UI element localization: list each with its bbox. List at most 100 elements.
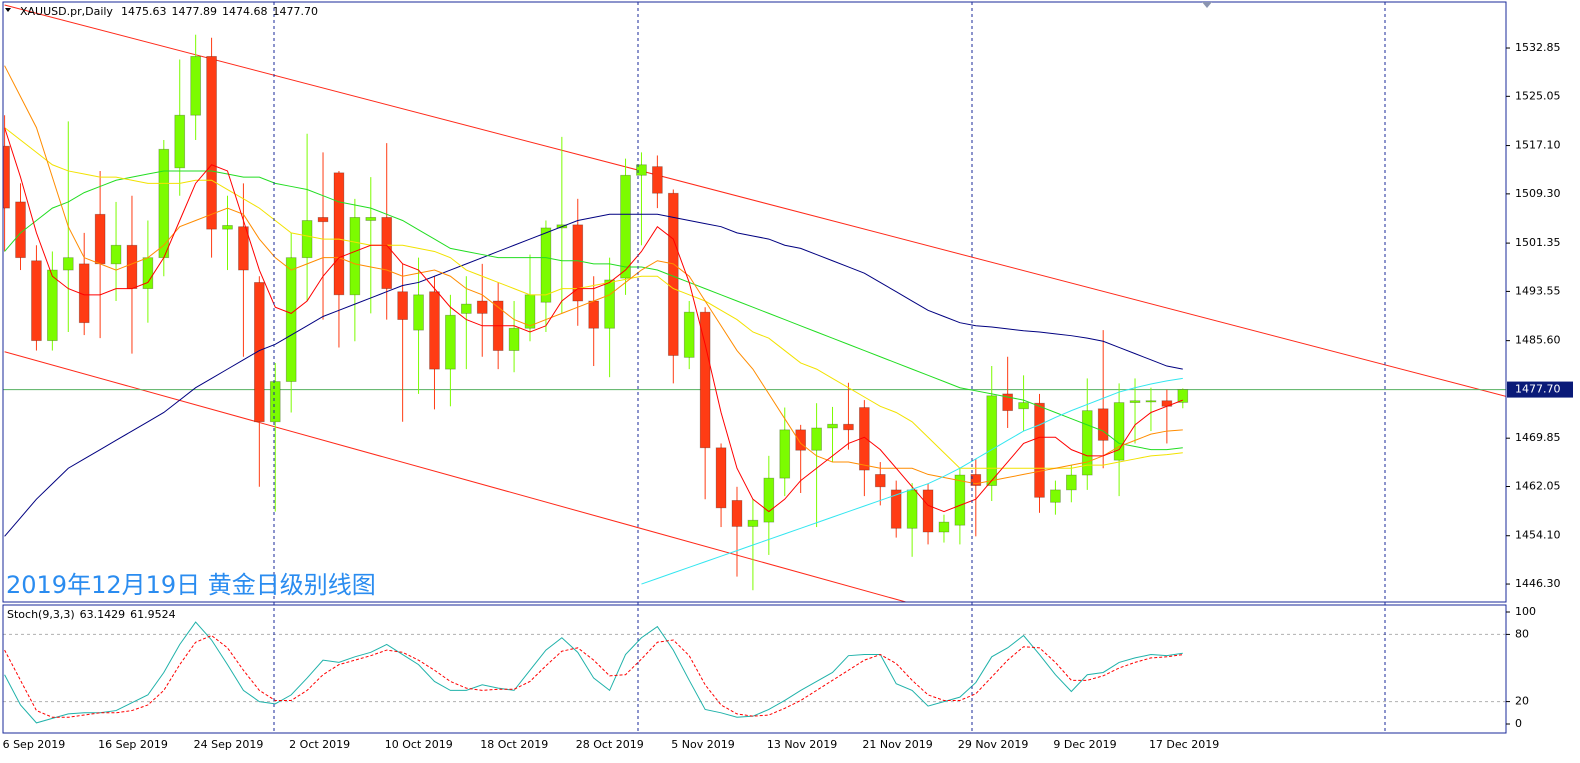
candle-body [397,291,408,320]
x-tick-label: 18 Oct 2019 [480,738,548,751]
x-tick-label: 16 Sep 2019 [98,738,168,751]
candle-body [938,521,950,533]
candle-body [652,166,663,194]
x-tick-label: 21 Nov 2019 [862,738,932,751]
axes: 1532.85 1525.05 1517.10 1509.30 1501.35 1493.… [3,41,1573,751]
candle-body [1097,408,1109,441]
candle-body [636,164,647,176]
chart-header: XAUUSD.pr,Daily 1475.63 1477.89 1474.68 1477… [20,5,318,18]
stoch-title: Stoch(9,3,3) [7,608,75,621]
candle-body [986,395,998,486]
candle-body [795,429,807,451]
candle-body [1066,474,1077,491]
candle-body [747,519,759,527]
candle-body [126,244,138,290]
candle-body [285,257,297,382]
candle-body [1002,393,1013,412]
main-frame [2,1,1507,603]
candle-body [1081,410,1093,476]
x-tick-label: 17 Dec 2019 [1149,738,1219,751]
moving-average-line [4,127,1183,469]
candle-body [683,311,695,358]
candle-body [269,381,281,423]
candle-body [174,114,186,169]
header-low: 1474.68 [222,5,268,18]
candle-body [763,477,775,523]
y-tick-label: 1454.10 [1515,529,1561,542]
candle-body [906,489,918,529]
stoch-line [4,634,1183,718]
candle-body [413,294,424,331]
stoch-plot [3,621,1506,724]
stoch-line [4,621,1183,724]
y-tick-label: 80 [1515,627,1529,640]
x-tick-label: 24 Sep 2019 [194,738,264,751]
candle-body [94,213,106,265]
moving-average-line [641,377,1183,585]
y-tick-label: 100 [1515,605,1536,618]
main-plot [3,4,1506,602]
candle-body [699,311,711,449]
candle-body [349,217,361,296]
header-open: 1475.63 [121,5,167,18]
candle-body [1145,400,1157,403]
candle-body [15,201,26,259]
y-tick-label: 1469.85 [1515,431,1561,444]
candle-body [3,145,10,209]
candle-body [365,217,377,221]
candle-body [206,55,217,230]
price-label-box [1507,381,1573,398]
y-tick-label: 0 [1515,717,1522,730]
y-tick-label: 1509.30 [1515,187,1561,200]
candle-body [238,226,249,271]
stoch-signal-value: 61.9524 [130,608,176,621]
candle-body [333,172,345,296]
candle-body [524,294,536,329]
moving-average-line [4,127,1183,513]
x-tick-label: 10 Oct 2019 [385,738,453,751]
candle-body [827,423,838,429]
y-tick-label: 1446.30 [1515,577,1561,590]
y-tick-label: 20 [1515,695,1529,708]
candle-body [954,474,966,526]
x-tick-label: 9 Dec 2019 [1053,738,1116,751]
candle-body [508,327,520,351]
header-close: 1477.70 [272,5,318,18]
candle-body [460,303,472,314]
menu-arrow [5,8,11,12]
candle-body [1034,402,1045,498]
x-tick-label: 2 Oct 2019 [289,738,350,751]
candle-body [1018,402,1029,410]
x-tick-label: 29 Nov 2019 [958,738,1028,751]
candle-body [1113,402,1125,461]
candle-body [222,225,233,230]
candle-body [381,217,393,290]
candle-body [254,282,265,423]
y-tick-label: 1517.10 [1515,139,1561,152]
candle-body [620,174,631,279]
candle-body [429,291,440,370]
candle-body [970,474,982,486]
y-tick-label: 1525.05 [1515,89,1561,102]
candle-body [301,220,313,259]
candle-body [1050,489,1061,503]
header-high: 1477.89 [171,5,217,18]
candle-body [31,260,42,342]
stoch-header: Stoch(9,3,3) 63.1429 61.9524 [7,608,176,621]
moving-average-line [4,170,1183,451]
candle-body [62,257,74,271]
candle-body [890,489,902,529]
candle-body [843,423,854,431]
candle-body [604,279,615,329]
stoch-frame [2,604,1507,734]
price-label: 1477.70 [1515,383,1561,396]
y-tick-label: 1532.85 [1515,41,1561,54]
candle-body [445,314,456,370]
candle-body [540,227,552,303]
candle-body [922,489,934,533]
candle-body [715,447,727,509]
x-tick-label: 13 Nov 2019 [767,738,837,751]
candle-body [47,269,58,342]
